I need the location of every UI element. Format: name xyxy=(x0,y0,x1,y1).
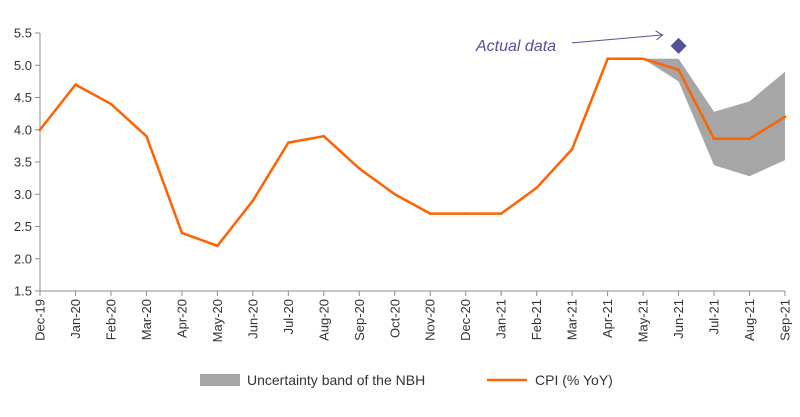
cpi-point xyxy=(464,212,468,215)
x-tick-label: Dec-19 xyxy=(33,299,48,341)
annotation-layer: Actual data xyxy=(475,30,687,55)
cpi-point xyxy=(322,134,326,138)
x-tick-label: Aug-20 xyxy=(316,299,331,341)
x-tick-label: Jan-20 xyxy=(68,299,83,339)
cpi-line xyxy=(38,57,787,248)
y-tick-label: 5.0 xyxy=(14,58,32,73)
cpi-point xyxy=(677,68,680,72)
legend-band-swatch xyxy=(200,374,240,386)
x-tick-label: May-21 xyxy=(636,299,651,342)
cpi-point xyxy=(428,212,432,215)
y-tick-label: 1.5 xyxy=(14,284,32,299)
x-tick-label: Mar-20 xyxy=(139,299,154,340)
cpi-point xyxy=(606,57,609,61)
cpi-point xyxy=(109,102,113,106)
cpi-point xyxy=(783,115,787,119)
y-tick-label: 3.0 xyxy=(14,187,32,202)
x-tick-label: Sep-21 xyxy=(778,299,793,341)
annotation-arrow xyxy=(571,34,663,44)
x-tick-label: Feb-21 xyxy=(529,299,544,340)
cpi-point xyxy=(251,199,255,202)
cpi-point xyxy=(74,83,77,86)
cpi-point xyxy=(570,147,574,151)
y-tick-label: 4.0 xyxy=(14,122,32,137)
x-tick-label: Jun-21 xyxy=(671,299,686,339)
y-tick-label: 2.0 xyxy=(14,251,32,266)
annotation-label: Actual data xyxy=(475,38,556,55)
x-tick-label: Mar-21 xyxy=(565,299,580,340)
legend-band-label: Uncertainty band of the NBH xyxy=(247,372,425,388)
x-tick-label: Sep-20 xyxy=(352,299,367,341)
x-tick-label: Apr-21 xyxy=(600,299,615,338)
cpi-point xyxy=(393,192,397,196)
x-tick-label: Feb-20 xyxy=(103,299,118,340)
legend-cpi-label: CPI (% YoY) xyxy=(535,372,613,388)
y-tick-label: 3.5 xyxy=(14,155,32,170)
x-tick-label: Jul-21 xyxy=(707,299,722,334)
y-tick-label: 4.5 xyxy=(14,90,32,105)
cpi-point xyxy=(145,134,148,138)
line-layer xyxy=(38,57,787,248)
actual-data-marker xyxy=(670,37,687,54)
x-tick-label: Dec-20 xyxy=(458,299,473,341)
band-layer xyxy=(643,58,785,177)
x-tick-label: Oct-20 xyxy=(387,299,402,338)
cpi-point xyxy=(357,167,361,170)
x-tick-label: Nov-20 xyxy=(423,299,438,341)
cpi-point xyxy=(748,137,751,141)
cpi-point xyxy=(287,141,290,144)
cpi-point xyxy=(180,231,184,235)
x-tick-label: Apr-20 xyxy=(174,299,189,338)
x-tick-label: Jul-20 xyxy=(281,299,296,334)
y-tick-label: 2.5 xyxy=(14,219,32,234)
y-tick-label: 5.5 xyxy=(14,26,32,41)
uncertainty-band xyxy=(643,58,785,177)
cpi-point xyxy=(38,128,42,132)
x-tick-label: May-20 xyxy=(210,299,225,342)
x-tick-label: Jan-21 xyxy=(494,299,509,339)
cpi-point xyxy=(216,244,219,248)
cpi-point xyxy=(712,137,716,141)
axis-layer: 1.5 2.0 2.5 3.0 3.5 4.0 4.5 5.0 5.5 Dec-19 Jan-20 F… xyxy=(14,26,793,343)
x-tick-label: Jun-20 xyxy=(245,299,260,339)
annotation-arrowhead xyxy=(655,30,664,41)
cpi-point xyxy=(535,186,538,190)
cpi-point xyxy=(499,212,503,215)
cpi-point xyxy=(641,57,645,61)
x-tick-label: Aug-21 xyxy=(742,299,757,341)
legend: Uncertainty band of the NBH CPI (% YoY) xyxy=(200,372,613,388)
